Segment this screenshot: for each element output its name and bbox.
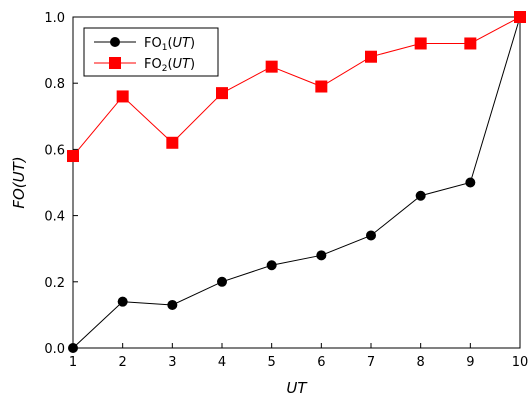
series-1 (68, 12, 525, 353)
legend-marker (110, 37, 120, 47)
data-point (316, 250, 327, 261)
data-point (414, 37, 427, 50)
y-tick-label: 0.0 (44, 342, 65, 357)
x-tick-label: 3 (168, 355, 176, 370)
data-point (266, 260, 277, 271)
data-point (465, 177, 476, 188)
y-tick-label: 0.2 (44, 276, 65, 291)
legend-label: FO1(UT) (144, 36, 195, 53)
x-tick-label: 8 (417, 355, 425, 370)
data-point (514, 11, 526, 23)
plot-area: 1 2 3 4 5 6 7 8 9 10 0.0 0.2 0.4 0.6 0.8 1.0 (44, 11, 528, 370)
plot-frame (72, 16, 521, 349)
x-axis-ticks: 1 2 3 4 5 6 7 8 9 10 (69, 343, 528, 370)
series-line (72, 16, 521, 157)
data-point (217, 276, 227, 287)
data-point (216, 87, 228, 100)
series-layer (67, 11, 526, 353)
data-point (315, 80, 328, 93)
x-tick-label: 10 (512, 355, 529, 370)
series-2 (67, 11, 526, 163)
data-point (68, 343, 78, 353)
y-tick-label: 0.6 (44, 143, 65, 158)
legend-label: FO2(UT) (144, 57, 195, 74)
y-axis-ticks: 0.0 0.2 0.4 0.6 0.8 1.0 (44, 11, 78, 357)
x-tick-label: 6 (317, 355, 325, 370)
x-tick-label: 9 (466, 355, 474, 370)
data-point (167, 299, 178, 310)
data-point (116, 90, 129, 103)
x-tick-label: 1 (69, 355, 77, 370)
y-axis-label: FO(UT) (10, 156, 28, 208)
data-point (365, 50, 377, 63)
data-point (166, 136, 179, 149)
data-point (464, 37, 477, 50)
legend-entry: FO1(UT) (94, 36, 195, 53)
y-tick-label: 0.4 (44, 210, 65, 225)
y-tick-label: 1.0 (44, 11, 65, 26)
data-point (265, 60, 278, 73)
series-line (72, 16, 521, 349)
data-point (117, 296, 128, 307)
data-point (366, 230, 376, 241)
x-axis-label: UT (286, 379, 308, 397)
legend-box (83, 27, 219, 77)
data-point (415, 190, 426, 201)
x-tick-label: 4 (218, 355, 226, 370)
y-tick-label: 0.8 (44, 77, 65, 92)
legend-entry: FO2(UT) (94, 57, 195, 74)
x-tick-label: 5 (268, 355, 276, 370)
x-tick-label: 2 (119, 355, 127, 370)
legend-marker (109, 57, 121, 69)
x-tick-label: 7 (367, 355, 375, 370)
legend: FO1(UT) FO2(UT) (83, 27, 219, 77)
data-point (67, 150, 79, 163)
